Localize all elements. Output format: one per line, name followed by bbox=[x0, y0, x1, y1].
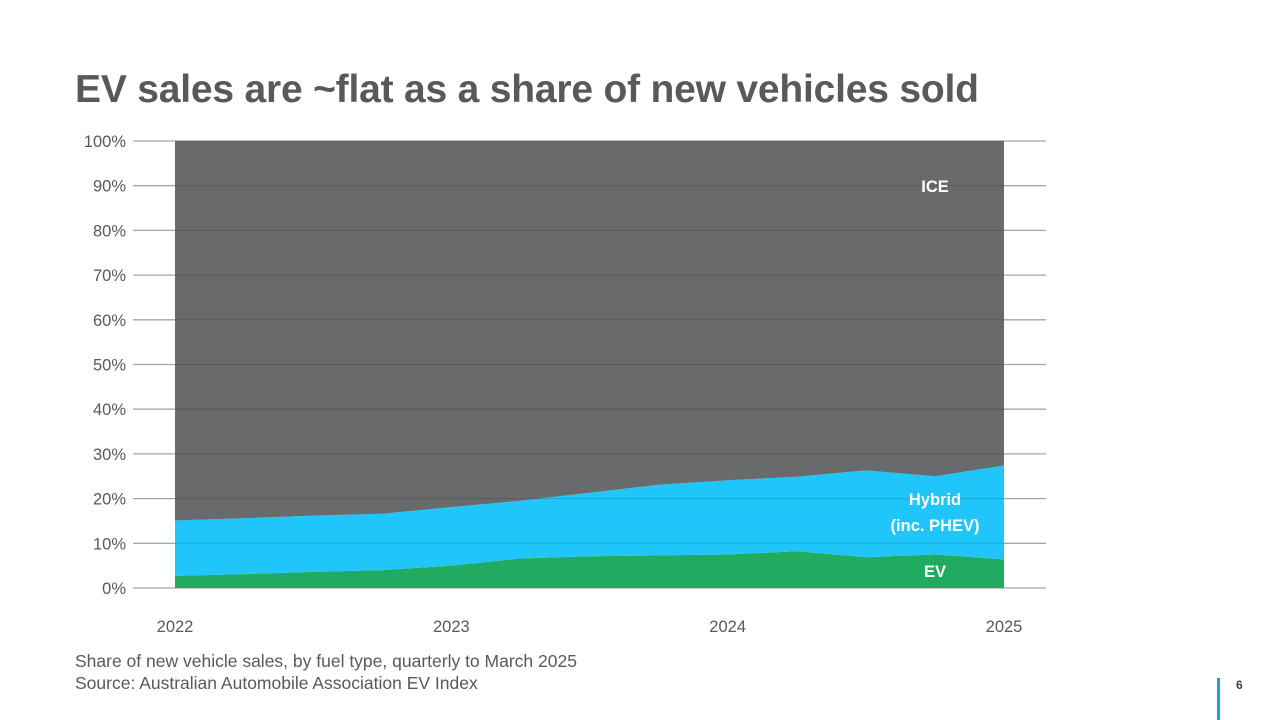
ev-area bbox=[175, 551, 1004, 588]
y-tick-label: 60% bbox=[93, 312, 126, 330]
x-tick-label: 2024 bbox=[709, 618, 746, 636]
hybrid-area bbox=[175, 465, 1004, 576]
page-number: 6 bbox=[1236, 678, 1243, 692]
x-tick-label: 2025 bbox=[986, 618, 1023, 636]
y-tick-label: 30% bbox=[93, 446, 126, 464]
series-areas bbox=[175, 140, 1004, 588]
chart-caption: Share of new vehicle sales, by fuel type… bbox=[75, 650, 577, 694]
series-labels: EV Hybrid (inc. PHEV) ICE bbox=[891, 178, 980, 581]
y-tick-label: 70% bbox=[93, 267, 126, 285]
y-tick-label: 10% bbox=[93, 535, 126, 553]
x-tick-label: 2022 bbox=[157, 618, 194, 636]
y-tick-label: 20% bbox=[93, 491, 126, 509]
ice-label: ICE bbox=[921, 178, 949, 196]
y-tick-label: 0% bbox=[102, 580, 126, 598]
y-tick-label: 100% bbox=[84, 133, 127, 151]
caption-description: Share of new vehicle sales, by fuel type… bbox=[75, 651, 577, 671]
hybrid-sub-label: (inc. PHEV) bbox=[891, 517, 980, 535]
hybrid-label: Hybrid bbox=[909, 491, 961, 509]
y-tick-label: 90% bbox=[93, 178, 126, 196]
y-axis-ticks: 0% 10% 20% 30% 40% 50% 60% 70% 80% 90% 100% bbox=[84, 133, 127, 598]
ice-area bbox=[175, 141, 1004, 521]
y-tick-label: 80% bbox=[93, 222, 126, 240]
caption-source: Source: Australian Automobile Associatio… bbox=[75, 673, 478, 693]
x-axis-ticks: 2022 2023 2024 2025 bbox=[157, 618, 1023, 636]
slide-title: EV sales are ~flat as a share of new veh… bbox=[75, 68, 979, 111]
x-tick-label: 2023 bbox=[433, 618, 470, 636]
y-tick-label: 40% bbox=[93, 401, 126, 419]
ev-label: EV bbox=[924, 563, 946, 581]
y-tick-label: 50% bbox=[93, 357, 126, 375]
page-accent-bar bbox=[1217, 678, 1220, 720]
